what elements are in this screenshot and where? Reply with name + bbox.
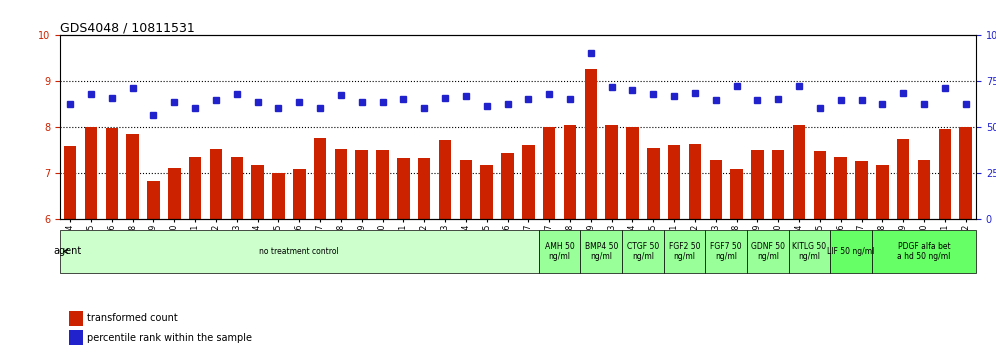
Text: AMH 50
ng/ml: AMH 50 ng/ml	[545, 242, 575, 261]
Bar	[335, 149, 348, 219]
Bar	[543, 127, 556, 219]
Bar	[917, 160, 930, 219]
Bar	[647, 148, 659, 219]
Bar	[606, 125, 618, 219]
Bar	[772, 149, 785, 219]
Bar	[938, 129, 951, 219]
Bar	[814, 152, 826, 219]
FancyBboxPatch shape	[663, 230, 705, 273]
Bar	[272, 172, 285, 219]
Bar	[480, 165, 493, 219]
Text: percentile rank within the sample: percentile rank within the sample	[88, 332, 252, 343]
FancyBboxPatch shape	[831, 230, 872, 273]
Bar	[730, 169, 743, 219]
Bar	[356, 150, 368, 219]
Bar	[856, 161, 868, 219]
FancyBboxPatch shape	[747, 230, 789, 273]
FancyBboxPatch shape	[581, 230, 622, 273]
Bar	[751, 150, 764, 219]
FancyBboxPatch shape	[705, 230, 747, 273]
FancyBboxPatch shape	[872, 230, 976, 273]
Bar	[835, 157, 847, 219]
Bar	[564, 125, 577, 219]
Bar	[959, 127, 972, 219]
Bar	[501, 153, 514, 219]
Bar	[376, 150, 388, 219]
FancyBboxPatch shape	[622, 230, 663, 273]
FancyBboxPatch shape	[789, 230, 831, 273]
Text: FGF2 50
ng/ml: FGF2 50 ng/ml	[668, 242, 700, 261]
Text: BMP4 50
ng/ml: BMP4 50 ng/ml	[585, 242, 618, 261]
Bar	[106, 129, 119, 219]
Text: GDS4048 / 10811531: GDS4048 / 10811531	[60, 21, 194, 34]
Bar	[147, 181, 159, 219]
Bar	[397, 158, 409, 219]
Text: FGF7 50
ng/ml: FGF7 50 ng/ml	[710, 242, 742, 261]
Text: KITLG 50
ng/ml: KITLG 50 ng/ml	[793, 242, 827, 261]
Text: agent: agent	[54, 246, 82, 256]
Bar	[69, 311, 83, 326]
Bar	[126, 134, 138, 219]
Bar	[626, 127, 638, 219]
Text: CTGF 50
ng/ml: CTGF 50 ng/ml	[626, 242, 659, 261]
FancyBboxPatch shape	[60, 230, 539, 273]
Bar	[522, 145, 535, 219]
Bar	[314, 138, 327, 219]
Bar	[189, 157, 201, 219]
FancyBboxPatch shape	[539, 230, 581, 273]
Text: PDGF alfa bet
a hd 50 ng/ml: PDGF alfa bet a hd 50 ng/ml	[897, 242, 951, 261]
Bar	[418, 158, 430, 219]
Text: LIF 50 ng/ml: LIF 50 ng/ml	[828, 247, 874, 256]
Bar	[85, 126, 98, 219]
Text: GDNF 50
ng/ml: GDNF 50 ng/ml	[751, 242, 785, 261]
Bar	[64, 146, 77, 219]
Bar	[688, 143, 701, 219]
Bar	[251, 165, 264, 219]
Bar	[439, 140, 451, 219]
Bar	[230, 157, 243, 219]
Bar	[168, 168, 180, 219]
Text: no treatment control: no treatment control	[259, 247, 339, 256]
Bar	[69, 330, 83, 345]
Bar	[459, 160, 472, 219]
Bar	[709, 160, 722, 219]
Bar	[293, 169, 306, 219]
Bar	[897, 139, 909, 219]
Bar	[793, 125, 806, 219]
Bar	[585, 69, 597, 219]
Text: transformed count: transformed count	[88, 313, 178, 324]
Bar	[876, 165, 888, 219]
Bar	[210, 149, 222, 219]
Bar	[668, 145, 680, 219]
